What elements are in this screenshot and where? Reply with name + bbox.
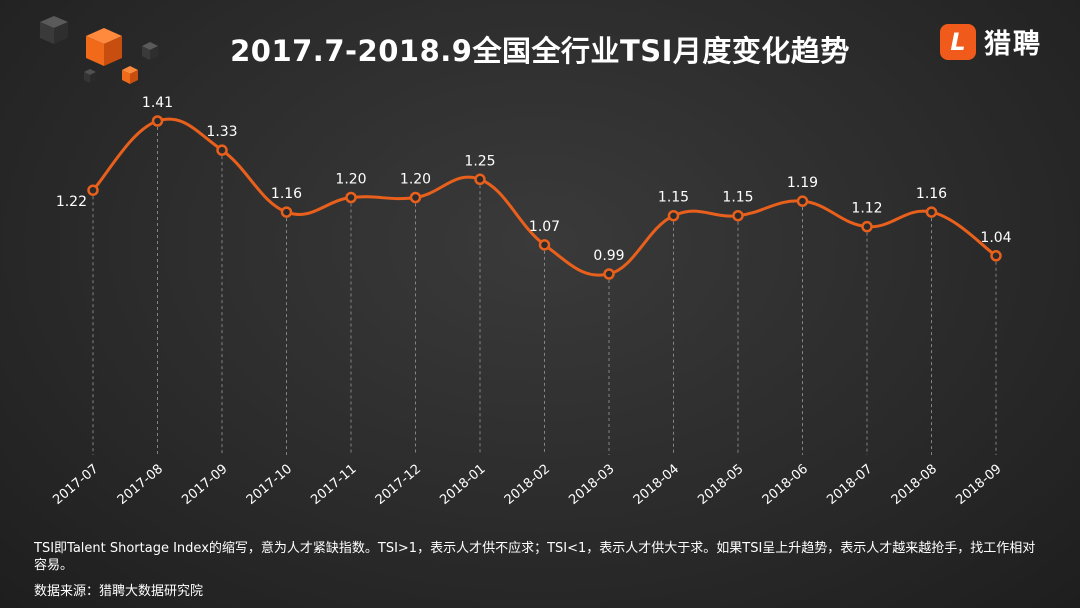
data-label: 1.33 [206, 124, 237, 140]
data-label: 1.16 [271, 186, 302, 202]
x-tick-label: 2017-11 [308, 462, 359, 508]
grid-lines [92, 121, 997, 455]
x-tick-label: 2018-09 [953, 462, 1004, 508]
data-label: 1.07 [529, 219, 560, 235]
cube-orange-small [122, 66, 138, 84]
data-point [538, 239, 551, 251]
data-labels: 1.22 1.41 1.33 1.16 1.20 1.20 1.25 1.07 0.99 1.15… [56, 95, 1012, 264]
decorative-cubes [40, 16, 158, 84]
x-tick-label: 2017-07 [50, 462, 101, 508]
data-label: 1.22 [56, 194, 87, 210]
cube-orange-large [86, 28, 122, 66]
data-label: 1.04 [980, 230, 1011, 246]
brand-logo: L 猎聘 [940, 22, 1042, 61]
data-label: 1.15 [722, 190, 753, 206]
tsi-line-chart: 1.22 1.41 1.33 1.16 1.20 1.20 1.25 1.07 0.99 1.15… [50, 95, 1012, 508]
data-label: 0.99 [593, 248, 624, 264]
data-point [603, 268, 615, 280]
x-tick-label: 2018-01 [437, 462, 488, 508]
x-tick-label: 2017-10 [244, 462, 295, 508]
data-point [216, 144, 228, 156]
x-tick-label: 2017-12 [373, 462, 424, 508]
x-tick-label: 2018-04 [631, 462, 682, 508]
x-tick-label: 2018-03 [566, 462, 617, 508]
data-label: 1.41 [142, 95, 173, 111]
x-tick-label: 2018-02 [502, 462, 553, 508]
x-tick-label: 2017-08 [115, 462, 166, 508]
x-tick-label: 2018-07 [824, 462, 875, 508]
data-point [796, 195, 809, 207]
x-axis-tick-labels: 2017-07 2017-08 2017-09 2017-10 2017-11 2017-… [50, 462, 1004, 508]
data-label: 1.16 [916, 186, 947, 202]
x-tick-label: 2017-09 [179, 462, 230, 508]
logo-icon: L [940, 23, 976, 60]
cube-dark-1 [40, 16, 68, 44]
data-point [667, 209, 680, 222]
data-label: 1.12 [851, 201, 882, 217]
x-tick-label: 2018-05 [695, 462, 746, 508]
data-point [280, 206, 293, 218]
data-point [732, 209, 744, 222]
x-tick-label: 2018-06 [760, 462, 811, 508]
data-label: 1.19 [787, 175, 818, 191]
data-point [474, 173, 486, 186]
cube-dark-3 [84, 69, 96, 83]
data-points [87, 115, 1002, 280]
x-tick-label: 2018-08 [889, 462, 940, 508]
data-point [861, 220, 873, 233]
cube-dark-2 [142, 42, 158, 60]
page-title: 2017.7-2018.9全国全行业TSI月度变化趋势 [230, 34, 850, 68]
data-label: 1.20 [335, 172, 366, 188]
logo-text: 猎聘 [984, 29, 1042, 60]
data-point [87, 184, 99, 196]
data-point [925, 206, 938, 218]
data-point [990, 250, 1002, 262]
data-point [151, 115, 164, 127]
data-point [345, 191, 357, 204]
data-label: 1.15 [658, 190, 689, 206]
data-label: 1.25 [464, 153, 495, 169]
data-point [409, 191, 422, 204]
data-source: 数据来源：猎聘大数据研究院 [34, 584, 204, 599]
data-label: 1.20 [400, 172, 431, 188]
footnote: TSI即Talent Shortage Index的缩写，意为人才紧缺指数。TS… [34, 541, 1036, 573]
